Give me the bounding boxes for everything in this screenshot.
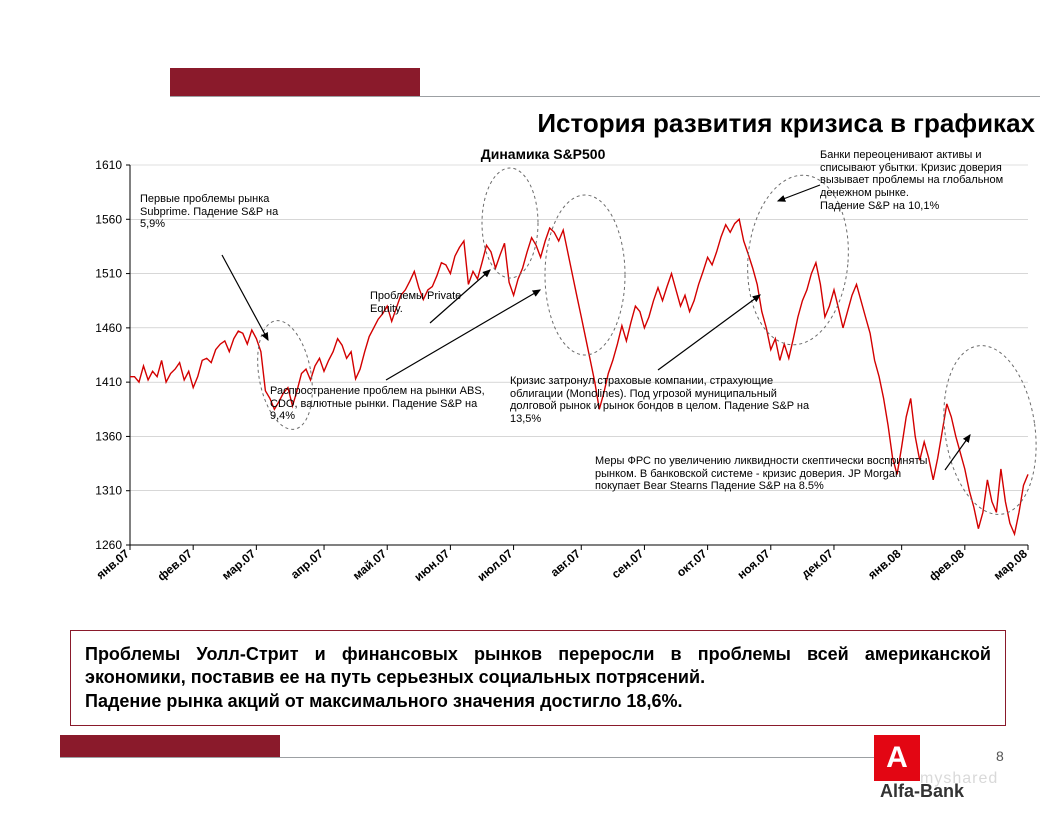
footer-rule <box>60 757 880 758</box>
svg-text:июн.07: июн.07 <box>411 546 452 584</box>
watermark: myshared <box>920 770 998 788</box>
header-rule <box>170 96 1040 97</box>
header-accent-block <box>170 68 420 96</box>
slide-title: История развития кризиса в графиках <box>475 108 1035 139</box>
slide-root: История развития кризиса в графиках 1260… <box>0 0 1056 816</box>
annotation-banks-trust: Банки переоценивают активы и списывают у… <box>820 149 1040 212</box>
annotation-fed-jpmorgan: Меры ФРС по увеличению ликвидности скепт… <box>595 455 945 493</box>
svg-text:1410: 1410 <box>95 375 122 389</box>
sp500-chart: 12601310136014101460151015601610янв.07фе… <box>60 145 1040 615</box>
caption-line2: Падение рынка акций от максимального зна… <box>85 691 682 711</box>
annotation-subprime: Первые проблемы рынка Subprime. Падение … <box>140 193 305 231</box>
caption-line1: Проблемы Уолл-Стрит и финансовых рынков … <box>85 644 991 687</box>
svg-text:1560: 1560 <box>95 212 122 226</box>
svg-text:1460: 1460 <box>95 321 122 335</box>
svg-text:Динамика S&P500: Динамика S&P500 <box>481 146 606 162</box>
annotation-monolines: Кризис затронул страховые компании, стра… <box>510 375 820 426</box>
svg-text:фев.07: фев.07 <box>155 546 196 583</box>
svg-text:май.07: май.07 <box>350 546 389 582</box>
logo-badge: A <box>874 735 920 781</box>
svg-text:1510: 1510 <box>95 267 122 281</box>
caption-box: Проблемы Уолл-Стрит и финансовых рынков … <box>70 630 1006 726</box>
svg-text:авг.07: авг.07 <box>548 546 584 579</box>
svg-text:1610: 1610 <box>95 158 122 172</box>
annotation-abs-cdo: Распространение проблем на рынки ABS, CD… <box>270 385 485 423</box>
svg-text:1360: 1360 <box>95 429 122 443</box>
svg-text:мар.08: мар.08 <box>991 546 1030 582</box>
annotation-private-equity: Проблемы Private Equity. <box>370 290 490 315</box>
svg-text:июл.07: июл.07 <box>475 546 516 584</box>
svg-text:апр.07: апр.07 <box>288 546 326 581</box>
footer-accent-block <box>60 735 280 757</box>
svg-text:1310: 1310 <box>95 484 122 498</box>
svg-text:мар.07: мар.07 <box>219 546 258 582</box>
